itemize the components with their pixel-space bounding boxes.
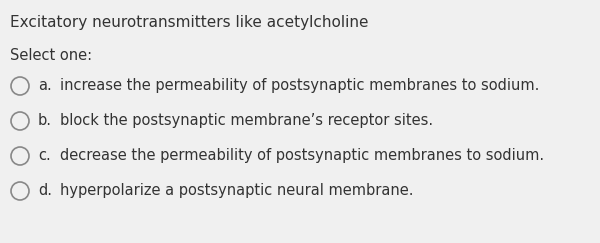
Text: Select one:: Select one: [10,48,92,63]
Text: c.: c. [38,148,51,163]
Text: decrease the permeability of postsynaptic membranes to sodium.: decrease the permeability of postsynapti… [60,148,544,163]
Text: Excitatory neurotransmitters like acetylcholine: Excitatory neurotransmitters like acetyl… [10,15,368,30]
Text: hyperpolarize a postsynaptic neural membrane.: hyperpolarize a postsynaptic neural memb… [60,183,413,198]
Text: block the postsynaptic membrane’s receptor sites.: block the postsynaptic membrane’s recept… [60,113,433,128]
Text: d.: d. [38,183,52,198]
Text: b.: b. [38,113,52,128]
Text: a.: a. [38,78,52,93]
Text: increase the permeability of postsynaptic membranes to sodium.: increase the permeability of postsynapti… [60,78,539,93]
